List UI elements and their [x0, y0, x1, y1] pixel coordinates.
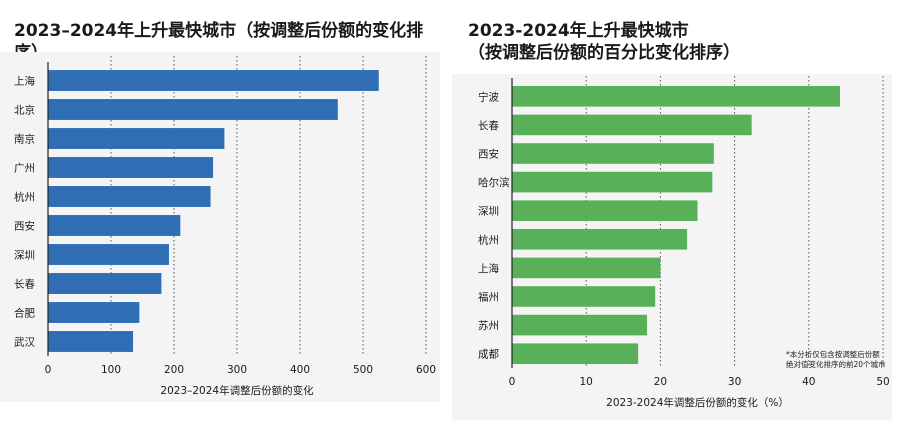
- chart2-xtick-label: 50: [876, 376, 889, 388]
- chart1-bar: [48, 302, 140, 323]
- chart2-x-axis-label: 2023-2024年调整后份额的变化（%）: [606, 396, 789, 409]
- chart1-category-label: 西安: [14, 220, 35, 233]
- chart2-category-label: 宁波: [478, 90, 499, 103]
- chart1-bar: [48, 99, 338, 120]
- chart1-category-label: 武汉: [14, 336, 35, 349]
- chart1-category-label: 上海: [14, 75, 35, 88]
- chart2-bar: [512, 229, 688, 250]
- chart2-xtick-label: 20: [654, 376, 667, 388]
- chart1-bar: [48, 244, 169, 265]
- chart2-bar: [512, 114, 752, 136]
- chart1-bar: [48, 215, 181, 236]
- chart2-category-label: 上海: [478, 262, 499, 275]
- chart2-panel: 0 10 20 30 40 50 宁波长春西安哈尔滨深圳杭州上海福州苏州成都 2023-202…: [452, 74, 892, 420]
- chart2-bar: [512, 171, 713, 193]
- chart1-xtick-label: 600: [416, 364, 436, 376]
- chart1-bar: [48, 128, 225, 149]
- chart1-bar: [48, 157, 214, 178]
- chart2-category-label: 西安: [478, 148, 499, 161]
- chart2-category-label: 苏州: [478, 319, 499, 332]
- chart2-category-label: 成都: [478, 349, 499, 361]
- chart2-bar: [512, 86, 840, 107]
- chart1-category-label: 北京: [14, 104, 35, 117]
- chart2-bar: [512, 257, 661, 279]
- chart2-xtick-label: 10: [580, 376, 593, 388]
- chart2-category-label: 福州: [478, 291, 499, 304]
- chart1-category-label: 广州: [14, 163, 35, 175]
- chart1-category-label: 杭州: [14, 191, 35, 204]
- chart1-bar: [48, 186, 211, 207]
- chart2-category-label: 哈尔滨: [478, 176, 510, 189]
- chart1-xtick-label: 0: [45, 364, 52, 376]
- chart2-title-line2: （按调整后份额的百分比变化排序）: [468, 43, 740, 63]
- chart1-category-label: 深圳: [14, 250, 35, 262]
- chart1-xtick-label: 200: [164, 364, 184, 376]
- chart2-bar: [512, 314, 648, 336]
- chart2-category-label: 长春: [478, 120, 499, 132]
- chart1-bar: [48, 70, 379, 91]
- chart1-bar: [48, 331, 134, 352]
- chart1-bar: [48, 273, 162, 294]
- chart2-footnote-line1: *本分析仅包含按调整后份额: [786, 350, 880, 359]
- chart2-bar: [512, 143, 714, 164]
- chart1-panel: 0 100 200 300 400 500 600 上海北京南京广州杭州西安深圳长春合肥武汉 2…: [0, 52, 440, 402]
- chart2-xtick-label: 0: [509, 376, 516, 388]
- chart1-category-label: 长春: [14, 279, 35, 291]
- chart1-x-axis-label: 2023–2024年调整后份额的变化: [160, 384, 314, 397]
- chart1-xtick-label: 300: [227, 364, 247, 376]
- chart2-bar: [512, 200, 698, 221]
- chart2-category-label: 杭州: [478, 233, 499, 246]
- chart2-footnote-line2: 绝对值变化排序的前20个城市: [786, 360, 886, 369]
- chart2-category-label: 深圳: [478, 206, 499, 218]
- chart1-xtick-label: 100: [101, 364, 121, 376]
- chart2-xtick-label: 30: [728, 376, 741, 388]
- chart2-xtick-label: 40: [802, 376, 815, 388]
- chart1-xtick-label: 500: [353, 364, 373, 376]
- chart1-category-label: 合肥: [14, 307, 35, 320]
- chart1-category-label: 南京: [14, 133, 35, 146]
- chart1-xtick-label: 400: [290, 364, 310, 376]
- chart2-bar: [512, 286, 656, 307]
- chart2-bar: [512, 343, 639, 364]
- chart2-title-line1: 2023-2024年上升最快城市: [468, 21, 689, 41]
